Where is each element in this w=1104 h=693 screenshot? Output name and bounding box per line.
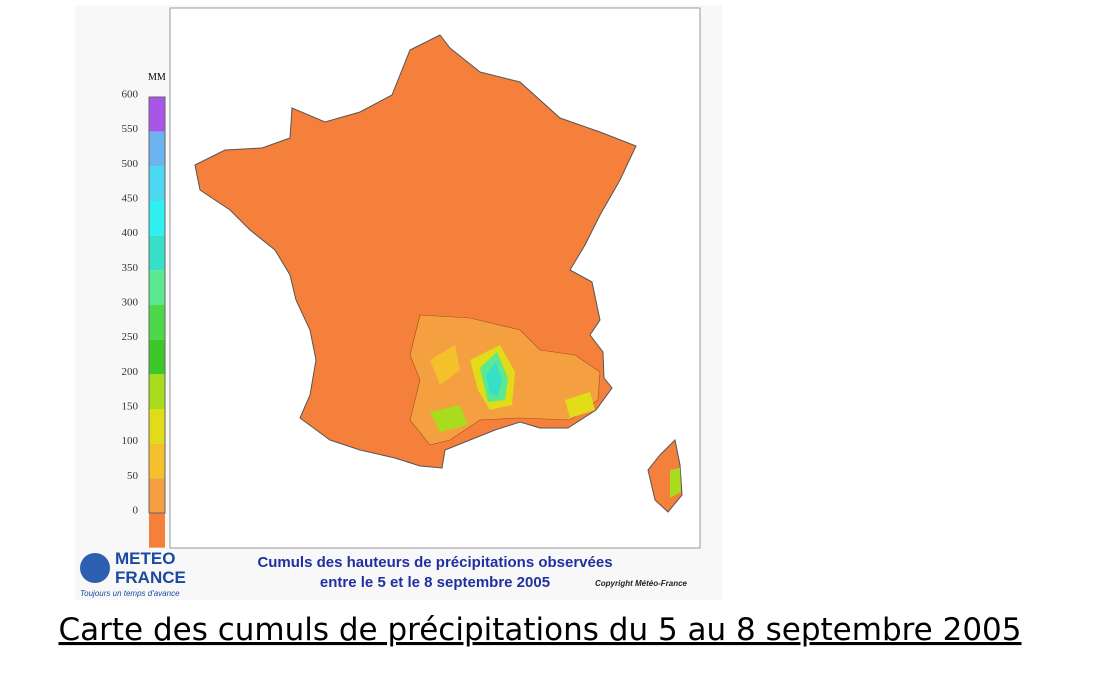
legend-swatch [149, 513, 165, 548]
legend-tick-label: 450 [122, 193, 139, 205]
legend-swatch [149, 201, 165, 236]
logo-text: METEO [115, 549, 175, 568]
legend-tick-label: 550 [122, 123, 139, 135]
france-map [194, 34, 683, 513]
legend-swatch [149, 131, 165, 167]
legend-unit: MM [148, 72, 166, 83]
legend-tick-label: 500 [122, 158, 139, 170]
legend-swatch [149, 409, 165, 444]
legend-swatch [149, 166, 165, 201]
legend-tick-label: 350 [122, 262, 139, 274]
caption: Carte des cumuls de précipitations du 5 … [59, 612, 1022, 648]
legend-swatch [149, 270, 165, 305]
logo-icon [80, 553, 110, 583]
legend-swatch [149, 305, 165, 340]
legend-tick-label: 250 [122, 331, 139, 343]
legend-swatch [149, 374, 165, 409]
legend-tick-label: 200 [122, 366, 139, 378]
copyright: Copyright Météo-France [595, 579, 688, 588]
legend-tick-label: 300 [122, 297, 139, 309]
legend-tick-label: 100 [122, 435, 139, 447]
legend-swatch [149, 443, 165, 479]
map-subtitle: Cumuls des hauteurs de précipitations ob… [257, 554, 612, 571]
legend-swatch [149, 97, 165, 132]
legend-swatch [149, 235, 165, 271]
legend-tick-label: 0 [133, 505, 139, 517]
logo-slogan: Toujours un temps d'avance [80, 589, 180, 598]
legend-border [148, 96, 166, 514]
logo-text: FRANCE [115, 568, 186, 587]
logo: METEO FRANCE Toujours un temps d'avance [80, 549, 186, 598]
legend-tick-label: 400 [122, 227, 139, 239]
map-subtitle: entre le 5 et le 8 septembre 2005 [320, 574, 550, 591]
legend-swatch [149, 478, 165, 513]
legend-tick-label: 150 [122, 401, 139, 413]
legend-tick-label: 600 [122, 89, 139, 101]
legend-tick-label: 50 [127, 470, 139, 482]
legend-swatch [149, 339, 165, 375]
